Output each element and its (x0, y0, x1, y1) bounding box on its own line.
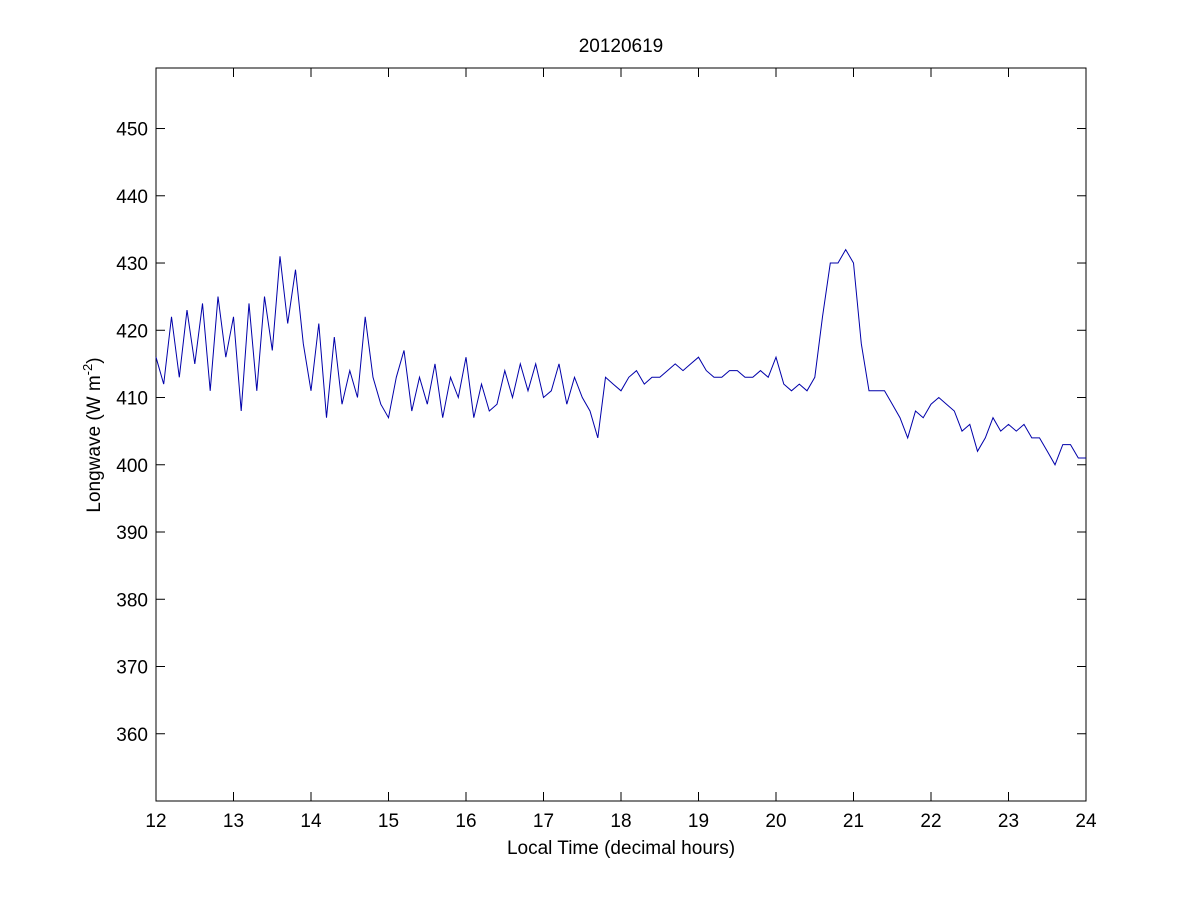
y-tick-label: 360 (116, 725, 148, 746)
x-tick-label: 12 (145, 811, 166, 832)
x-tick-label: 21 (843, 811, 864, 832)
x-tick-label: 15 (378, 811, 399, 832)
x-tick-label: 22 (920, 811, 941, 832)
y-tick-label: 370 (116, 658, 148, 679)
y-tick-label: 440 (116, 187, 148, 208)
x-tick-label: 16 (455, 811, 476, 832)
y-axis-label-close: ) (84, 357, 105, 363)
y-tick-label: 390 (116, 523, 148, 544)
x-tick-label: 23 (998, 811, 1019, 832)
y-axis-label-main: Longwave (W m (84, 375, 105, 512)
x-tick-label: 18 (610, 811, 631, 832)
y-axis: 360 370 380 390 400 410 420 430 440 450 (116, 120, 1086, 746)
y-tick-label: 450 (116, 120, 148, 141)
y-axis-label-superscript: -2 (80, 364, 95, 376)
longwave-series-line (155, 248, 1086, 466)
x-tick-label: 24 (1075, 811, 1097, 832)
x-tick-label: 13 (223, 811, 244, 832)
y-tick-label: 400 (116, 456, 148, 477)
x-axis-label: Local Time (decimal hours) (507, 838, 735, 859)
x-tick-label: 19 (688, 811, 709, 832)
y-tick-label: 380 (116, 590, 148, 611)
y-tick-label: 430 (116, 254, 148, 275)
y-axis-label: Longwave (W m-2) (80, 357, 105, 512)
x-tick-label: 17 (533, 811, 554, 832)
series-layer (155, 248, 1086, 466)
chart-title: 20120619 (579, 36, 664, 57)
x-axis: 12 13 14 15 16 17 18 19 20 21 22 23 24 (145, 68, 1097, 832)
x-tick-label: 20 (765, 811, 786, 832)
y-tick-label: 420 (116, 321, 148, 342)
plot-area (155, 67, 1087, 802)
x-tick-label: 14 (300, 811, 322, 832)
y-tick-label: 410 (116, 389, 148, 410)
